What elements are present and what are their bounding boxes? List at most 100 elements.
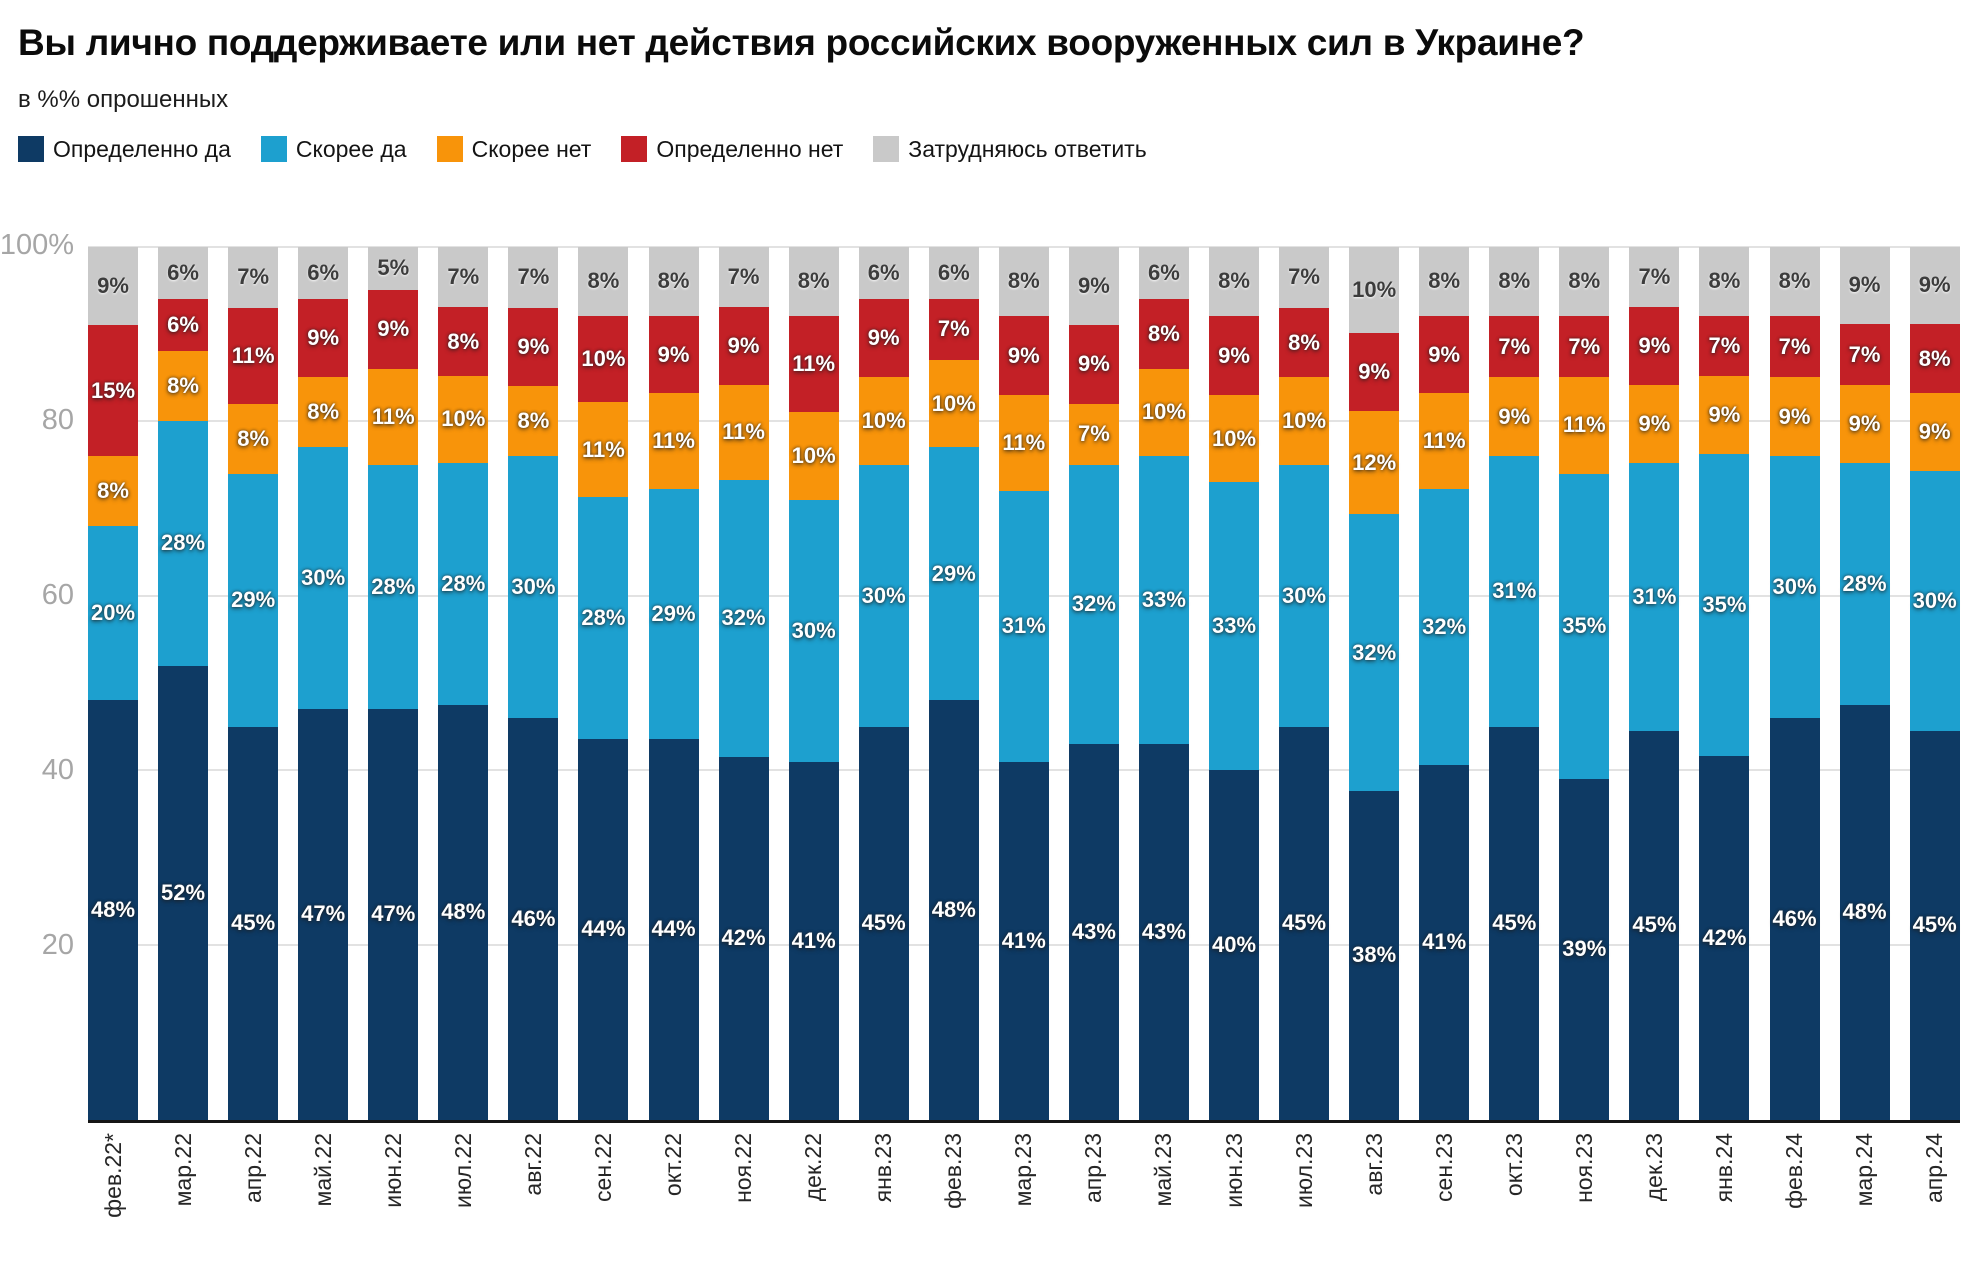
bar-value-label: 9% bbox=[1848, 410, 1881, 436]
bar-value-label: 28% bbox=[371, 573, 416, 599]
bar-value-label: 11% bbox=[582, 436, 625, 462]
bar-value-label: 48% bbox=[90, 896, 136, 922]
bar-segment: 9% bbox=[368, 290, 419, 369]
x-axis-label: авг.23 bbox=[1349, 1133, 1399, 1261]
bar-value-label: 7% bbox=[1848, 341, 1881, 367]
bar-column-фев.22: 9% 15% 8% 20% 48% bbox=[88, 246, 138, 1120]
bar-column-апр.22: 7% 11% 8% 29% 45% bbox=[228, 246, 279, 1120]
bar-column-мар.23: 8% 9% 11% 31% 41% bbox=[998, 246, 1049, 1120]
bar-value-label: 6% bbox=[867, 259, 900, 285]
x-axis-label-text: ноя.22 bbox=[730, 1132, 757, 1203]
x-axis-label-text: июл.22 bbox=[449, 1132, 476, 1208]
bar-value-label: 44% bbox=[651, 916, 696, 942]
bar-column-авг.23: 10% 9% 12% 32% 38% bbox=[1349, 246, 1400, 1120]
legend-label: Определенно нет bbox=[656, 135, 844, 162]
bar-segment: 11% bbox=[998, 394, 1049, 491]
bar-value-label: 6% bbox=[1148, 259, 1180, 285]
bar-segment: 9% bbox=[1629, 307, 1680, 385]
bar-segment: 8% bbox=[648, 246, 699, 316]
bar-value-label: 45% bbox=[1912, 912, 1957, 938]
chart-area: 100% 80 60 40 20 9% 15% 8% 20% 48% 6% 6% 8% 28% 52% 7%… bbox=[0, 229, 1967, 1123]
x-axis-label-text: июн.22 bbox=[379, 1132, 406, 1208]
bar-segment: 9% bbox=[1349, 332, 1400, 411]
bar-value-label: 6% bbox=[307, 259, 340, 285]
bar-segment: 8% bbox=[1559, 246, 1610, 317]
bar-value-label: 8% bbox=[1288, 329, 1320, 355]
bar-value-label: 8% bbox=[797, 268, 830, 294]
bar-value-label: 8% bbox=[1218, 268, 1250, 294]
legend-swatch-icon bbox=[621, 136, 648, 163]
bar-value-label: 9% bbox=[1077, 272, 1110, 298]
bar-segment: 8% bbox=[1209, 246, 1259, 317]
bar-value-label: 10% bbox=[441, 406, 486, 432]
bar-segment: 48% bbox=[438, 704, 489, 1120]
chart-subtitle: в %% опрошенных bbox=[18, 85, 229, 113]
bar-segment: 9% bbox=[1909, 393, 1960, 472]
legend-label: Определенно да bbox=[53, 135, 231, 162]
bar-value-label: 40% bbox=[1211, 931, 1257, 957]
bar-segment: 9% bbox=[1629, 384, 1680, 463]
bar-value-label: 8% bbox=[587, 268, 620, 294]
bar-segment: 8% bbox=[578, 246, 629, 316]
bar-value-label: 10% bbox=[931, 390, 976, 416]
bar-value-label: 6% bbox=[167, 312, 199, 338]
x-axis-label: мар.22 bbox=[158, 1133, 208, 1261]
bar-segment: 9% bbox=[718, 307, 769, 385]
bar-value-label: 8% bbox=[1498, 268, 1531, 294]
bar-segment: 39% bbox=[1559, 779, 1610, 1120]
bar-segment: 10% bbox=[1138, 368, 1189, 457]
bar-value-label: 10% bbox=[1352, 276, 1397, 302]
bar-segment: 7% bbox=[508, 246, 559, 308]
x-axis-label: апр.24 bbox=[1910, 1133, 1960, 1261]
bar-segment: 28% bbox=[1839, 462, 1890, 705]
legend-item-4: Определенно нет bbox=[621, 136, 843, 163]
bar-segment: 47% bbox=[368, 709, 419, 1120]
bar-column-фев.24: 8% 7% 9% 30% 46% bbox=[1769, 246, 1820, 1120]
bar-segment: 9% bbox=[1699, 376, 1750, 454]
bar-value-label: 8% bbox=[1007, 268, 1040, 294]
bar-value-label: 7% bbox=[517, 264, 550, 290]
legend-item-2: Скорее да bbox=[260, 136, 407, 163]
y-axis-tick-label: 80 bbox=[41, 403, 74, 436]
x-axis-label-text: авг.23 bbox=[1360, 1132, 1387, 1196]
x-axis-label: июн.22 bbox=[368, 1133, 418, 1261]
bar-segment: 11% bbox=[228, 307, 279, 404]
bar-column-апр.24: 9% 8% 9% 30% 45% bbox=[1909, 246, 1960, 1120]
x-axis-label-text: фев.22* bbox=[99, 1132, 126, 1218]
bar-value-label: 11% bbox=[722, 419, 765, 445]
bar-value-label: 30% bbox=[301, 565, 346, 591]
bar-segment: 15% bbox=[88, 325, 138, 457]
x-axis-label: окт.22 bbox=[649, 1133, 699, 1261]
bar-segment: 9% bbox=[1419, 315, 1470, 394]
bar-column-мар.22: 6% 6% 8% 28% 52% bbox=[158, 246, 209, 1120]
bar-segment: 7% bbox=[1629, 246, 1680, 308]
chart-title: Вы лично поддерживаете или нет действия … bbox=[18, 22, 1585, 63]
bar-segment: 6% bbox=[928, 246, 979, 299]
bar-column-май.23: 6% 8% 10% 33% 43% bbox=[1138, 246, 1189, 1120]
bar-value-label: 9% bbox=[1778, 403, 1811, 429]
bar-value-label: 45% bbox=[1282, 910, 1327, 936]
bar-column-окт.22: 8% 9% 11% 29% 44% bbox=[648, 246, 699, 1120]
bar-value-label: 7% bbox=[1498, 333, 1531, 359]
bar-segment: 32% bbox=[1349, 514, 1400, 792]
bar-segment: 11% bbox=[1559, 377, 1610, 474]
bar-value-label: 38% bbox=[1352, 942, 1397, 968]
x-axis-label: мар.23 bbox=[999, 1133, 1049, 1261]
bar-segment: 46% bbox=[508, 717, 559, 1120]
bar-value-label: 11% bbox=[1562, 412, 1606, 438]
bar-segment: 30% bbox=[1279, 464, 1330, 727]
x-axis-label: мар.24 bbox=[1840, 1133, 1890, 1261]
bar-value-label: 30% bbox=[791, 617, 836, 643]
bar-column-мар.24: 9% 7% 9% 28% 48% bbox=[1839, 246, 1890, 1120]
x-axis-label-text: сен.22 bbox=[589, 1132, 616, 1202]
bars-container: 9% 15% 8% 20% 48% 6% 6% 8% 28% 52% 7% 11% 8% 29% 45% 6%… bbox=[88, 246, 1960, 1120]
x-axis-label: дек.22 bbox=[789, 1133, 839, 1261]
x-axis-label: окт.23 bbox=[1489, 1133, 1539, 1261]
bar-value-label: 48% bbox=[931, 897, 976, 922]
bar-value-label: 9% bbox=[867, 325, 900, 351]
legend-label: Скорее нет bbox=[471, 135, 592, 162]
bar-segment: 7% bbox=[1068, 403, 1119, 465]
bar-segment: 8% bbox=[1769, 246, 1820, 317]
bar-value-label: 28% bbox=[1842, 570, 1887, 596]
bar-value-label: 47% bbox=[301, 901, 346, 927]
